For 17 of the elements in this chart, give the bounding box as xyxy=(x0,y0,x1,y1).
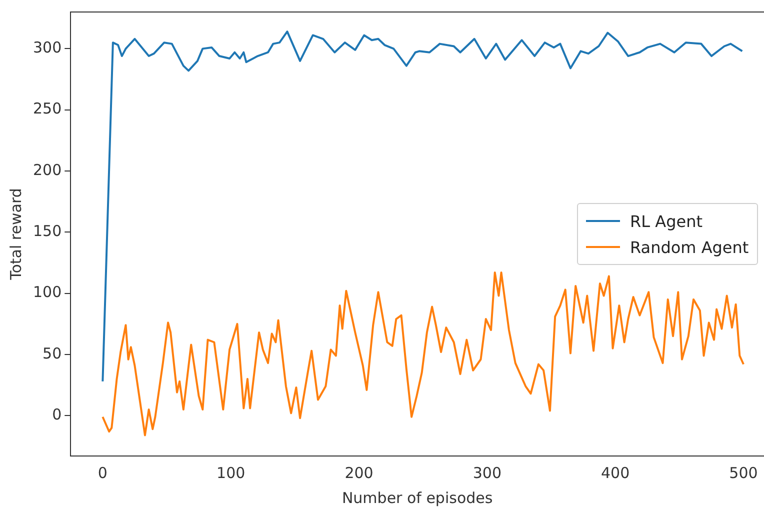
x-tick-label: 500 xyxy=(729,464,758,482)
y-axis-title: Total reward xyxy=(6,188,25,281)
y-tick-label: 50 xyxy=(42,344,62,362)
y-tick-label: 300 xyxy=(32,38,62,57)
x-tick-label: 0 xyxy=(98,464,108,482)
x-tick-label: 300 xyxy=(472,464,502,482)
x-tick-label: 100 xyxy=(216,464,246,482)
x-axis-title: Number of episodes xyxy=(342,488,493,507)
legend-label: Random Agent xyxy=(630,238,749,256)
x-tick-label: 200 xyxy=(344,464,374,482)
x-tick-label: 400 xyxy=(601,464,630,482)
legend-label: RL Agent xyxy=(630,212,702,230)
y-tick-label: 150 xyxy=(32,222,62,240)
y-tick-label: 250 xyxy=(32,100,62,118)
y-tick-label: 200 xyxy=(32,160,62,179)
y-tick-label: 100 xyxy=(32,283,62,302)
y-tick-label: 0 xyxy=(52,406,62,424)
